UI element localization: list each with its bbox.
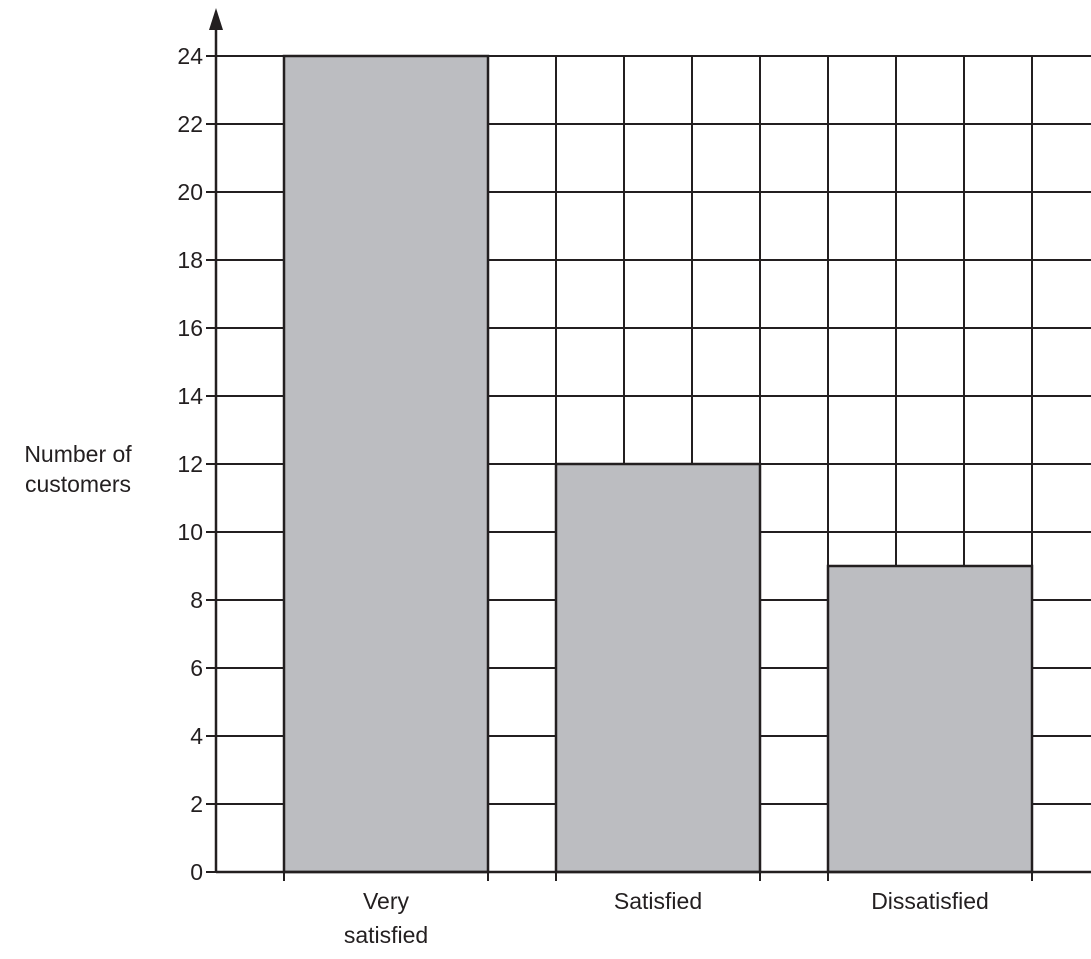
y-tick-label: 20 <box>177 179 203 205</box>
bars <box>282 54 1034 874</box>
x-tick-labels: Very satisfied Satisfied Dissatisfied <box>344 888 989 948</box>
axes <box>206 8 1091 881</box>
bar <box>826 564 1034 874</box>
y-axis-label: Number of customers <box>24 441 132 497</box>
bar <box>554 462 762 874</box>
y-tick-label: 16 <box>177 315 203 341</box>
y-tick-label: 0 <box>190 859 203 885</box>
x-tick-label: Satisfied <box>614 888 702 914</box>
x-tick-label: satisfied <box>344 922 428 948</box>
x-tick-label: Very <box>363 888 410 914</box>
y-axis-label-line: customers <box>25 471 131 497</box>
y-tick-label: 22 <box>177 111 203 137</box>
y-tick-label: 18 <box>177 247 203 273</box>
x-tick-label: Dissatisfied <box>871 888 989 914</box>
y-tick-label: 14 <box>177 383 203 409</box>
y-axis-arrow <box>209 8 223 30</box>
y-tick-label: 2 <box>190 791 203 817</box>
y-tick-label: 4 <box>190 723 203 749</box>
y-tick-label: 10 <box>177 519 203 545</box>
y-axis-label-line: Number of <box>24 441 132 467</box>
y-tick-label: 8 <box>190 587 203 613</box>
y-tick-label: 6 <box>190 655 203 681</box>
y-tick-label: 24 <box>177 43 203 69</box>
y-tick-label: 12 <box>177 451 203 477</box>
bar <box>282 54 490 874</box>
